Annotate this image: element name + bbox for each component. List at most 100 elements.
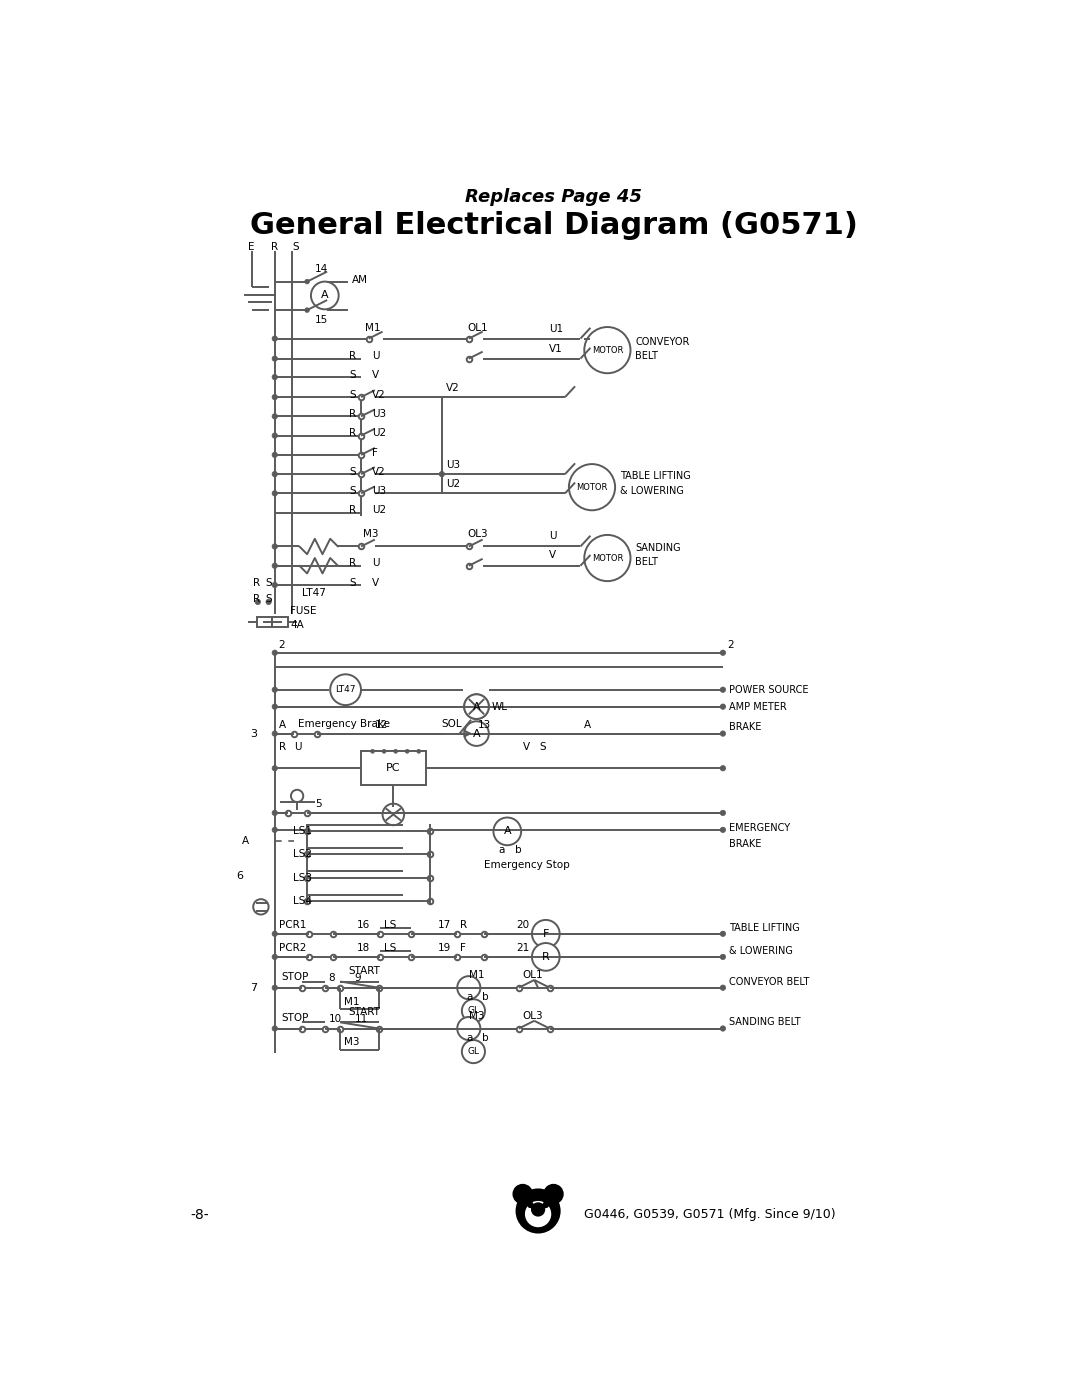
Circle shape (528, 1203, 532, 1207)
Text: b: b (515, 845, 522, 855)
Text: 18: 18 (357, 943, 370, 953)
Text: U3: U3 (446, 460, 460, 469)
Text: R: R (253, 594, 260, 604)
Text: MOTOR: MOTOR (592, 553, 623, 563)
Text: U2: U2 (372, 506, 386, 515)
Text: 2: 2 (727, 640, 733, 650)
Circle shape (272, 356, 278, 362)
Circle shape (543, 1203, 549, 1207)
Circle shape (272, 985, 278, 990)
Circle shape (440, 471, 445, 476)
Circle shape (272, 433, 278, 439)
Text: R: R (350, 429, 356, 439)
Text: STOP: STOP (281, 1013, 308, 1023)
Text: S: S (350, 486, 356, 496)
Text: 12: 12 (375, 719, 388, 731)
Circle shape (305, 307, 309, 313)
Text: R: R (350, 409, 356, 419)
Text: U: U (372, 559, 379, 569)
Circle shape (272, 453, 278, 458)
Text: 3: 3 (251, 729, 257, 739)
Text: U3: U3 (372, 409, 386, 419)
Text: 2: 2 (278, 640, 284, 650)
Text: S: S (350, 370, 356, 380)
Text: a: a (467, 1032, 473, 1042)
Text: 4A: 4A (291, 620, 303, 630)
Text: R: R (460, 919, 467, 929)
Circle shape (330, 675, 361, 705)
Text: GL: GL (468, 1006, 480, 1016)
Text: GL: GL (468, 1048, 480, 1056)
Text: OL1: OL1 (523, 971, 543, 981)
Text: F: F (460, 943, 465, 953)
Text: WL: WL (491, 701, 508, 711)
Circle shape (266, 599, 271, 605)
Circle shape (532, 943, 559, 971)
Text: POWER SOURCE: POWER SOURCE (729, 685, 809, 694)
Circle shape (272, 930, 278, 936)
Circle shape (272, 687, 278, 693)
Text: U2: U2 (446, 479, 460, 489)
Text: START: START (348, 1007, 380, 1017)
Text: S: S (266, 594, 272, 604)
Text: F: F (542, 929, 549, 939)
Circle shape (272, 810, 278, 816)
Text: 9: 9 (355, 974, 362, 983)
Text: S: S (540, 742, 546, 753)
Text: A: A (503, 827, 511, 837)
Text: 6: 6 (237, 872, 243, 882)
Text: S: S (293, 242, 299, 251)
Circle shape (405, 749, 409, 753)
Circle shape (272, 1025, 278, 1031)
Text: b: b (482, 1032, 488, 1042)
Text: R: R (279, 742, 286, 753)
Circle shape (516, 1189, 559, 1232)
Text: LS1: LS1 (294, 827, 312, 837)
Circle shape (720, 954, 726, 960)
Text: F: F (372, 447, 378, 458)
Circle shape (272, 394, 278, 400)
Text: A: A (473, 729, 481, 739)
Bar (257, 617, 272, 627)
Text: A: A (584, 719, 592, 731)
Text: R: R (271, 242, 279, 251)
Circle shape (382, 749, 386, 753)
Bar (361, 752, 427, 785)
Text: PCR1: PCR1 (279, 919, 306, 929)
Text: R: R (350, 506, 356, 515)
Text: A: A (242, 837, 249, 847)
Circle shape (720, 766, 726, 771)
Text: 13: 13 (478, 719, 491, 731)
Circle shape (513, 1185, 532, 1203)
Circle shape (720, 650, 726, 655)
Text: MOTOR: MOTOR (577, 483, 608, 492)
Circle shape (272, 704, 278, 710)
Text: V: V (372, 578, 379, 588)
Text: AM: AM (352, 275, 368, 285)
Text: SANDING: SANDING (635, 543, 680, 553)
Text: V: V (372, 370, 379, 380)
Circle shape (720, 985, 726, 990)
Text: M1: M1 (469, 971, 484, 981)
Text: 15: 15 (314, 316, 327, 326)
Circle shape (382, 803, 404, 826)
Circle shape (464, 721, 489, 746)
Text: S: S (350, 467, 356, 476)
Text: U1: U1 (549, 324, 563, 334)
Circle shape (272, 583, 278, 588)
Text: M3: M3 (345, 1038, 360, 1048)
Text: LT47: LT47 (336, 685, 355, 694)
Text: Emergency Brake: Emergency Brake (298, 718, 390, 729)
Text: G0446, G0539, G0571 (Mfg. Since 9/10): G0446, G0539, G0571 (Mfg. Since 9/10) (584, 1208, 836, 1221)
Text: MOTOR: MOTOR (592, 345, 623, 355)
Text: V: V (549, 550, 556, 560)
Text: SOL: SOL (442, 718, 462, 729)
Text: SANDING BELT: SANDING BELT (729, 1017, 800, 1027)
Circle shape (464, 694, 489, 719)
Text: U3: U3 (372, 486, 386, 496)
Text: LS2: LS2 (294, 849, 312, 859)
Text: S: S (350, 578, 356, 588)
Text: R: R (350, 559, 356, 569)
Text: 10: 10 (328, 1014, 341, 1024)
Text: CONVEYOR BELT: CONVEYOR BELT (729, 977, 809, 986)
